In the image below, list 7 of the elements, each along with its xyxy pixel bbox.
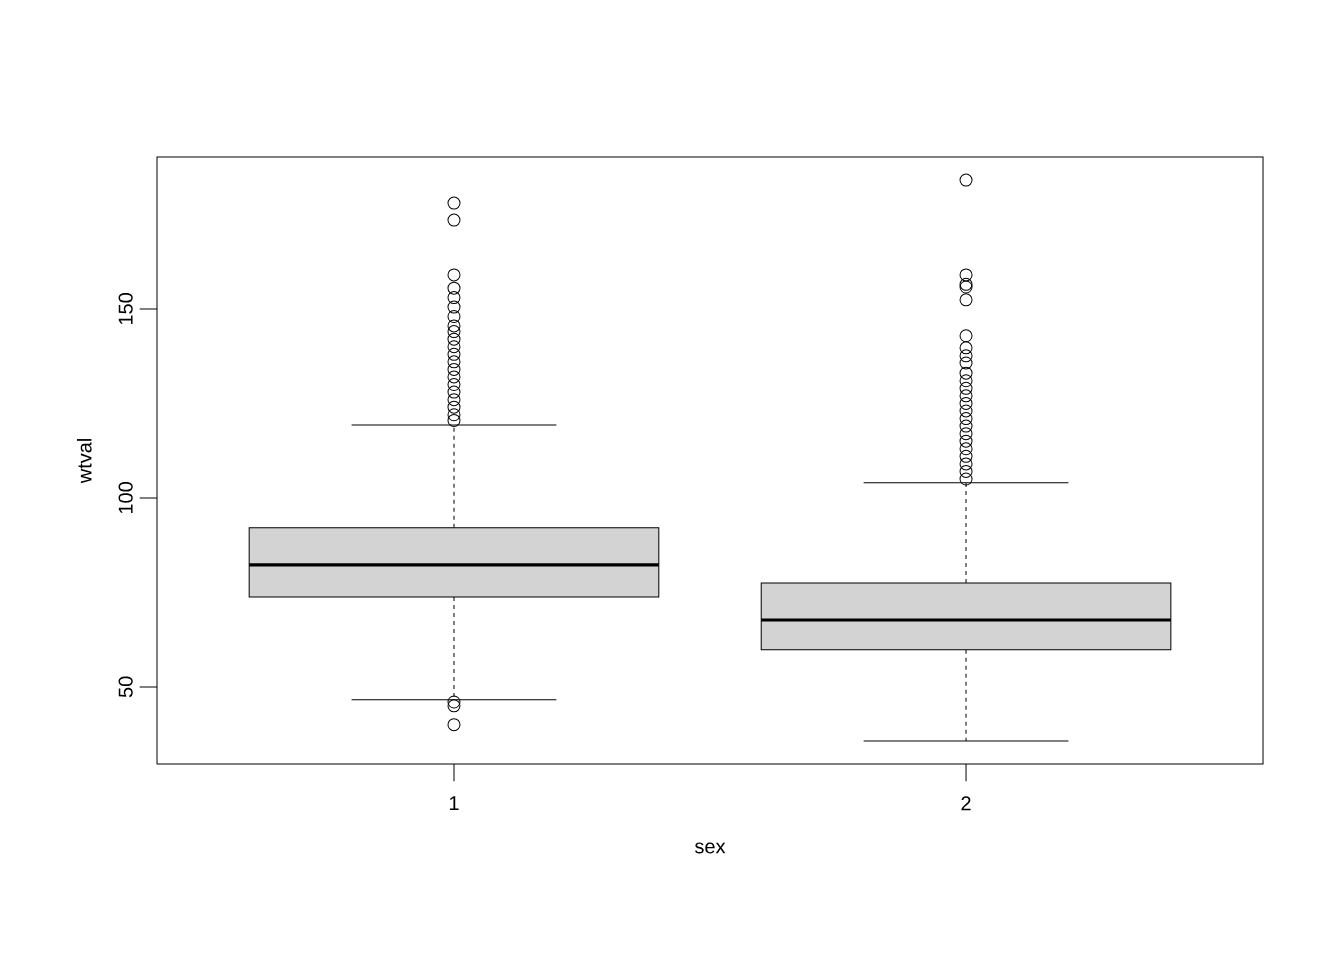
y-axis-title: wtval <box>76 439 92 484</box>
x-tick-label: 2 <box>961 796 971 811</box>
y-tick-label: 50 <box>118 676 133 698</box>
x-axis-title: sex <box>695 842 726 854</box>
y-tick-label: 100 <box>118 482 133 514</box>
x-tick-label: 1 <box>449 796 459 811</box>
y-tick-label: 150 <box>118 293 133 325</box>
